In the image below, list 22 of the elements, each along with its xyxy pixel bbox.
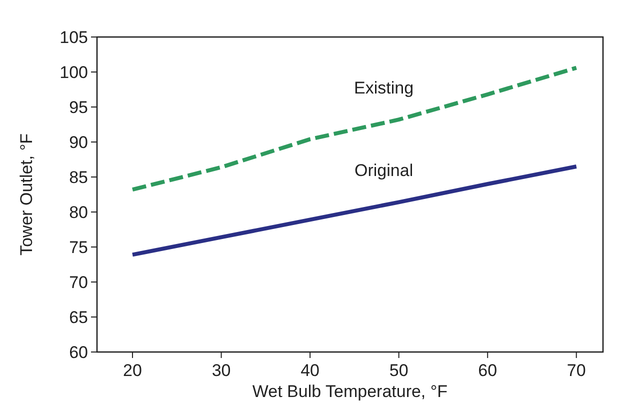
y-tick-label: 85	[69, 168, 88, 187]
y-tick-label: 70	[69, 272, 88, 292]
x-tick-label: 60	[478, 361, 498, 380]
y-axis-title: Tower Outlet, °F	[17, 133, 36, 256]
y-tick-label: 60	[69, 342, 88, 362]
y-tick-label: 95	[69, 98, 88, 117]
x-axis-title: Wet Bulb Temperature, °F	[252, 382, 448, 401]
y-tick-label: 90	[69, 132, 88, 152]
x-tick-label: 70	[566, 361, 586, 380]
series-label: Original	[354, 161, 414, 180]
y-tick-label: 80	[69, 202, 88, 222]
y-tick-label: 75	[69, 238, 88, 257]
series-label: Existing	[354, 78, 414, 98]
line-series	[130, 66, 578, 192]
x-tick-label: 40	[300, 361, 320, 380]
x-tick-label: 20	[123, 361, 142, 380]
y-tick-label: 65	[69, 308, 88, 327]
y-tick-label: 105	[60, 28, 88, 47]
x-tick-label: 30	[212, 361, 231, 380]
x-tick-label: 50	[389, 361, 408, 380]
y-tick-label: 100	[60, 62, 88, 82]
line-series	[130, 164, 578, 257]
